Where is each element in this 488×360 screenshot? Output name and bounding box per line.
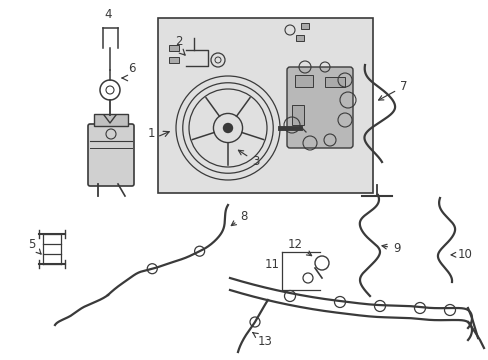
Circle shape	[223, 123, 233, 133]
Text: 6: 6	[128, 62, 135, 75]
Text: 8: 8	[231, 210, 247, 226]
FancyBboxPatch shape	[286, 67, 352, 148]
Text: 2: 2	[175, 35, 182, 48]
Text: 11: 11	[264, 258, 280, 271]
Text: 12: 12	[287, 238, 311, 256]
Text: 7: 7	[378, 80, 407, 100]
Bar	[158, 18, 372, 193]
Text: 5: 5	[28, 238, 41, 254]
Bar	[94, 114, 128, 126]
Text: 3: 3	[238, 150, 259, 168]
Bar	[295, 35, 304, 41]
Text: 1: 1	[147, 127, 155, 140]
Bar	[169, 57, 179, 63]
FancyBboxPatch shape	[88, 124, 134, 186]
Text: 13: 13	[252, 333, 272, 348]
Bar	[294, 75, 312, 87]
Text: 9: 9	[381, 242, 400, 255]
Bar	[301, 23, 308, 29]
Bar	[325, 77, 345, 87]
Text: 10: 10	[450, 248, 472, 261]
Text: 4: 4	[104, 8, 112, 21]
Bar	[169, 45, 179, 51]
Bar	[291, 105, 304, 125]
